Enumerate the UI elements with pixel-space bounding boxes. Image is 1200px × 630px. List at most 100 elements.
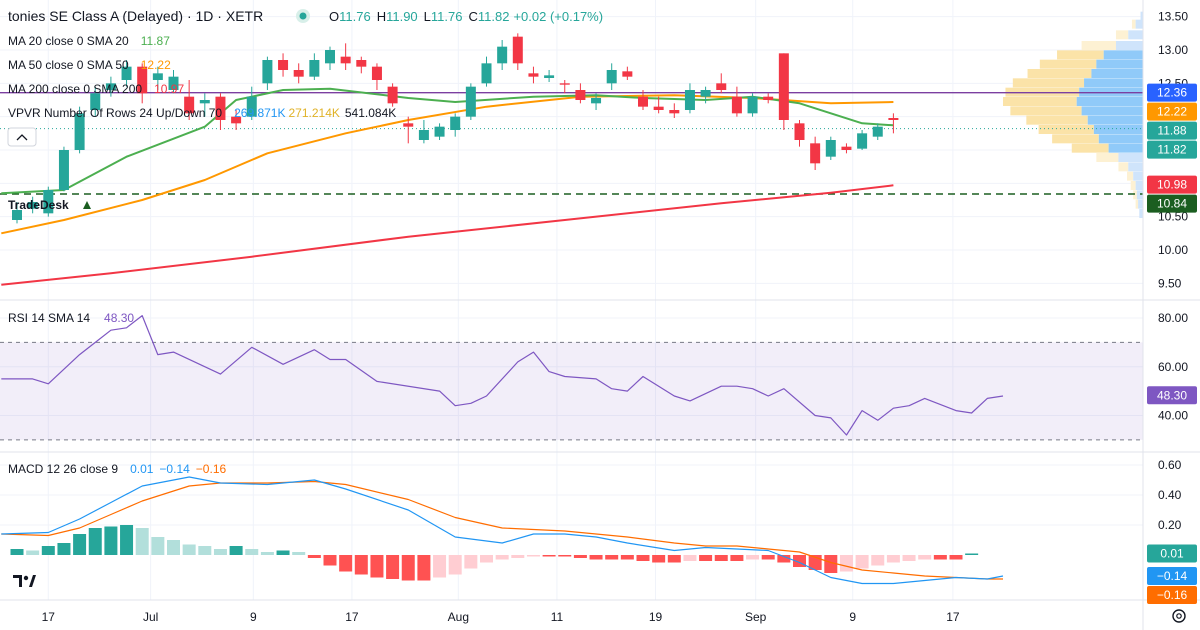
macd-histogram-bar <box>260 552 274 555</box>
volume-profile-down-bar <box>1038 125 1094 134</box>
price-badge-label: 12.36 <box>1157 86 1187 100</box>
macd-histogram-bar <box>902 555 916 561</box>
volume-profile-down-bar <box>1131 19 1136 29</box>
vpvr-legend[interactable]: VPVR Number Of Rows 24 Up/Down 70 269.871… <box>8 106 396 120</box>
volume-profile-down-bar <box>1096 153 1119 162</box>
tradingview-logo <box>9 566 39 594</box>
macd-histogram-bar <box>448 555 462 575</box>
volume-profile-down-bar <box>1027 69 1092 78</box>
macd-histogram-bar <box>871 555 885 566</box>
candle <box>481 63 492 84</box>
macd-histogram-bar <box>839 555 853 572</box>
volume-profile-up-bar <box>1091 69 1143 78</box>
candle <box>575 90 586 100</box>
volume-profile-down-bar <box>1081 41 1116 50</box>
macd-tick-label: 0.20 <box>1158 518 1182 532</box>
macd-histogram-bar <box>213 549 227 555</box>
macd-histogram-bar <box>777 555 791 563</box>
price-pane[interactable]: TradeDesk <box>0 11 1143 286</box>
macd-histogram-bar <box>652 555 666 563</box>
volume-profile-down-bar <box>1057 50 1104 60</box>
ma20-legend[interactable]: MA 20 close 0 SMA 20 11.87 <box>8 34 170 48</box>
macd-pane[interactable] <box>1 476 1004 585</box>
candle <box>434 126 445 137</box>
candle <box>528 73 539 77</box>
rsi-tick-label: 60.00 <box>1158 360 1188 374</box>
candle <box>246 96 257 117</box>
price-badge-label: 11.88 <box>1157 124 1186 138</box>
price-badge <box>1147 102 1197 121</box>
macd-badge-label: −0.14 <box>1157 569 1188 583</box>
macd-histogram-bar <box>730 555 744 561</box>
macd-histogram-bar <box>605 555 619 560</box>
volume-profile-down-bar <box>1052 134 1099 144</box>
price-tick-label: 13.00 <box>1158 43 1188 57</box>
symbol-title: tonies SE Class A (Delayed) · 1D · XETR <box>8 8 263 24</box>
volume-profile-up-bar <box>1118 153 1143 162</box>
rsi-legend[interactable]: RSI 14 SMA 14 48.30 <box>8 311 134 325</box>
candle <box>168 76 179 90</box>
gear-icon[interactable] <box>1172 609 1186 623</box>
rsi-tick-label: 40.00 <box>1158 408 1188 422</box>
volume-profile-up-bar <box>1108 143 1143 153</box>
collapse-legend-button[interactable] <box>7 127 37 147</box>
candle <box>794 123 805 140</box>
candle <box>622 71 633 77</box>
macd-histogram-bar <box>276 550 290 555</box>
candle <box>199 100 210 104</box>
rsi-pane[interactable] <box>0 315 1143 441</box>
macd-histogram-bar <box>417 555 431 581</box>
macd-histogram-bar <box>182 544 196 555</box>
volume-profile-up-bar <box>1139 209 1143 218</box>
ma50-legend[interactable]: MA 50 close 0 SMA 50 12.22 <box>8 58 171 72</box>
candle <box>544 75 555 78</box>
candle <box>841 146 852 150</box>
date-tick-label: Jul <box>143 610 158 624</box>
candle <box>872 126 883 137</box>
macd-histogram-bar <box>714 555 728 561</box>
candle <box>653 106 664 110</box>
macd-histogram-bar <box>339 555 353 572</box>
macd-badge <box>1147 567 1197 585</box>
candle <box>700 90 711 97</box>
volume-profile-up-bar <box>1098 134 1143 144</box>
macd-histogram-bar <box>699 555 713 561</box>
candle <box>888 118 899 120</box>
candle <box>638 96 648 107</box>
candle <box>387 86 398 104</box>
macd-badge-label: −0.16 <box>1157 588 1188 602</box>
rsi-band <box>0 342 1143 440</box>
price-badge-label: 12.22 <box>1157 105 1187 119</box>
macd-histogram-bar <box>918 555 932 560</box>
macd-histogram-bar <box>167 540 180 555</box>
candle <box>309 60 320 77</box>
candle <box>356 60 367 67</box>
macd-histogram-bar <box>433 555 447 578</box>
candle <box>731 96 742 114</box>
candle <box>606 70 617 84</box>
volume-profile-up-bar <box>1103 50 1143 60</box>
candle <box>231 116 242 124</box>
volume-profile-up-bar <box>1138 199 1143 209</box>
volume-profile-down-bar <box>1118 162 1129 172</box>
volume-profile-down-bar <box>1127 171 1134 181</box>
macd-legend[interactable]: MACD 12 26 close 9 0.01 −0.14 −0.16 <box>8 462 226 476</box>
volume-profile-up-bar <box>1093 125 1143 134</box>
macd-histogram-bar <box>573 555 587 558</box>
volume-profile-up-bar <box>1136 190 1143 200</box>
tradedesk-label: TradeDesk <box>8 198 69 212</box>
candle <box>58 150 69 190</box>
macd-histogram-bar <box>41 546 55 555</box>
macd-histogram-bar <box>464 555 478 569</box>
date-tick-label: 17 <box>345 610 359 624</box>
volume-profile-up-bar <box>1140 11 1143 21</box>
volume-profile-down-bar <box>1071 143 1109 153</box>
volume-profile-down-bar <box>1026 115 1088 125</box>
ma200-legend[interactable]: MA 200 close 0 SMA 200 10.97 <box>8 82 184 96</box>
candle <box>763 96 774 100</box>
candle <box>591 98 602 104</box>
candle <box>278 60 289 70</box>
macd-histogram-bar <box>26 550 40 555</box>
rsi-tick-label: 80.00 <box>1158 311 1188 325</box>
